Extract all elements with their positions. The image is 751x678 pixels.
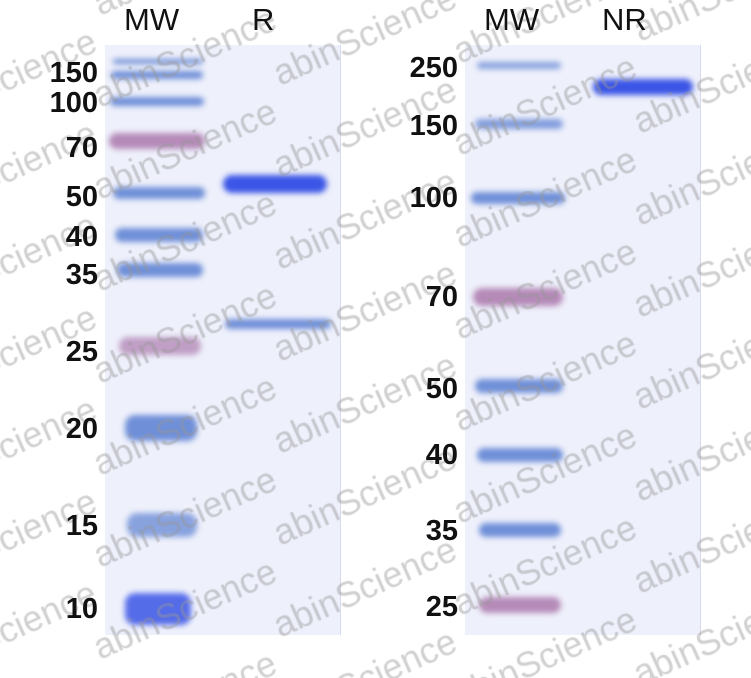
sample-band-R-light (225, 319, 331, 329)
marker-label: 35 (425, 515, 458, 547)
ladder-band (119, 337, 201, 355)
marker-label: 100 (409, 182, 458, 214)
ladder-band (475, 379, 563, 393)
ladder-band (127, 513, 197, 537)
sample-band-R-heavy (223, 175, 327, 193)
marker-label: 35 (65, 259, 98, 291)
ladder-band (471, 192, 565, 204)
marker-label: 70 (425, 281, 458, 313)
gel-left (105, 45, 341, 635)
marker-label: 10 (65, 593, 98, 625)
marker-label: 50 (65, 181, 98, 213)
marker-label: 250 (409, 52, 458, 84)
marker-label: 70 (65, 132, 98, 164)
ladder-band (109, 133, 205, 149)
marker-label: 150 (409, 110, 458, 142)
sample-band-NR (593, 79, 693, 95)
marker-label: 15 (65, 510, 98, 542)
marker-label: 150 (49, 57, 98, 89)
ladder-band (115, 228, 203, 242)
ladder-band (125, 415, 197, 441)
ladder-band (113, 59, 203, 64)
marker-label: 50 (425, 373, 458, 405)
lane-header-r: R (252, 2, 275, 37)
lane-header-mw-left: MW (124, 2, 180, 37)
marker-label: 40 (425, 439, 458, 471)
ladder-band (475, 119, 563, 129)
ladder-band (111, 71, 203, 79)
gel-right (465, 45, 701, 635)
marker-label: 20 (65, 413, 98, 445)
ladder-band (125, 593, 191, 625)
ladder-band (113, 187, 205, 199)
ladder-band (110, 97, 204, 106)
ladder-band (479, 523, 561, 537)
ladder-band (117, 263, 203, 277)
marker-label: 25 (65, 336, 98, 368)
marker-label: 40 (65, 221, 98, 253)
ladder-band (477, 448, 563, 462)
marker-label: 100 (49, 87, 98, 119)
lane-header-nr: NR (602, 2, 647, 37)
lane-header-mw-right: MW (484, 2, 540, 37)
ladder-band (479, 597, 561, 613)
marker-label: 25 (425, 591, 458, 623)
ladder-band (473, 288, 563, 306)
ladder-band (477, 62, 561, 69)
